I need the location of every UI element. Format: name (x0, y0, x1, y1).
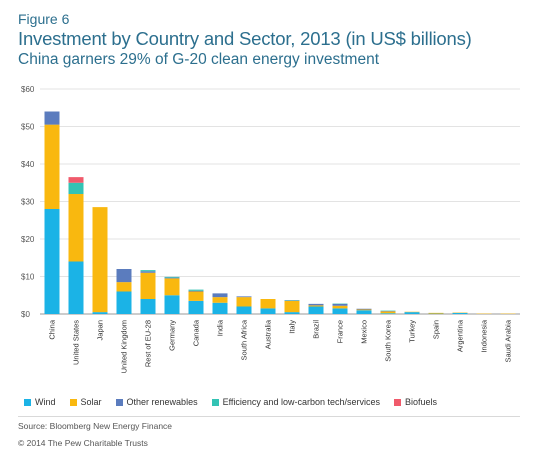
x-tick-label: India (216, 319, 225, 336)
x-tick-label: Japan (96, 320, 105, 340)
bar-segment-biofuels (68, 177, 84, 183)
legend-swatch (115, 398, 123, 406)
x-tick-label: Spain (432, 320, 441, 339)
bar-segment-other-renewables (44, 111, 60, 125)
legend-swatch (69, 398, 77, 406)
chart-title: Investment by Country and Sector, 2013 (… (18, 28, 472, 49)
bar-segment-other-renewables (332, 303, 348, 306)
bar-segment-solar (284, 300, 300, 313)
y-tick-label: $30 (21, 198, 35, 207)
bar-segment-wind (236, 306, 252, 314)
bar-segment-solar (380, 311, 396, 314)
y-tick-label: $0 (21, 310, 30, 319)
bar-segment-solar (44, 124, 60, 209)
x-tick-label: Germany (168, 320, 177, 351)
bar-segment-wind (44, 209, 60, 314)
legend-swatch (24, 398, 31, 406)
bar-segment-wind (140, 299, 156, 314)
y-tick-label: $50 (21, 123, 35, 132)
x-tick-label: Brazil (312, 320, 321, 339)
y-tick-label: $10 (21, 273, 35, 282)
bar-segment-solar (332, 305, 348, 309)
y-tick-label: $60 (21, 85, 35, 94)
bar-segment-solar (140, 272, 156, 299)
bar-segment-other-renewables (116, 269, 132, 283)
x-tick-label: United Kingdom (120, 320, 129, 373)
legend-item: Wind (24, 397, 56, 407)
bar-segment-solar (164, 278, 180, 296)
x-tick-label: United States (72, 320, 81, 365)
bar-segment-wind (380, 313, 396, 314)
bar-segment-wind (68, 261, 84, 314)
bar-segment-efficiency-and-low-carbon-tech-services (140, 270, 156, 272)
y-tick-label: $40 (21, 160, 35, 169)
bar-segment-solar (116, 282, 132, 292)
bar-segment-other-renewables (140, 271, 156, 273)
bar-segment-wind (452, 312, 468, 314)
legend-item: Efficiency and low-carbon tech/services (211, 397, 380, 407)
legend-label: Biofuels (405, 397, 438, 407)
bar-segment-solar (428, 312, 444, 314)
bar-segment-wind (332, 308, 348, 314)
x-tick-label: France (336, 320, 345, 343)
x-tick-label: Canada (192, 319, 201, 346)
chart-subtitle: China garners 29% of G-20 clean energy i… (18, 51, 380, 68)
legend-swatch (394, 398, 401, 406)
legend-label: Wind (35, 397, 56, 407)
bar-segment-solar (236, 297, 252, 307)
bar-segment-wind (260, 308, 276, 314)
x-tick-label: China (48, 319, 57, 339)
bar-segment-solar (68, 194, 84, 262)
legend-label: Efficiency and low-carbon tech/services (222, 397, 380, 407)
legend-label: Other renewables (126, 397, 198, 407)
bar-segment-wind (404, 312, 420, 314)
x-tick-label: Turkey (408, 320, 417, 343)
x-tick-label: Australia (264, 319, 273, 349)
bar-segment-other-renewables (236, 296, 252, 298)
bar-segment-wind (212, 302, 228, 314)
bar-segment-wind (92, 312, 108, 314)
bar-segment-solar (92, 207, 108, 313)
bar-segment-solar (308, 305, 324, 307)
bar-segment-other-renewables (164, 277, 180, 279)
divider (18, 416, 520, 417)
copyright-note: © 2014 The Pew Charitable Trusts (18, 438, 148, 448)
x-tick-label: Indonesia (480, 319, 489, 352)
bar-segment-wind (188, 300, 204, 314)
bar-segment-other-renewables (356, 308, 372, 310)
legend-swatch (211, 398, 219, 406)
bar-segment-wind (308, 306, 324, 314)
bar-segment-efficiency-and-low-carbon-tech-services (68, 182, 84, 194)
bar-segment-other-renewables (188, 290, 204, 292)
bar-segment-wind (164, 295, 180, 314)
bar-segment-wind (356, 310, 372, 314)
bar-segment-solar (260, 299, 276, 309)
legend-label: Solar (80, 397, 102, 407)
x-tick-label: Saudi Arabia (504, 319, 513, 362)
bar-segment-other-renewables (308, 303, 324, 306)
figure-label: Figure 6 (18, 11, 70, 27)
bar-segment-wind (284, 312, 300, 314)
stacked-bar-chart: $0 $10 $20 $30 $40 $50 $60 China United States Ja… (21, 85, 520, 373)
bar-segment-solar (212, 297, 228, 303)
chart-legend: Wind Solar Other renewables Efficiency and … (24, 397, 451, 407)
source-note: Source: Bloomberg New Energy Finance (18, 421, 173, 431)
x-tick-label: Argentina (456, 319, 465, 352)
x-tick-label: South Korea (384, 319, 393, 362)
bar-segment-other-renewables (212, 293, 228, 298)
legend-item: Other renewables (115, 397, 198, 407)
x-tick-label: Mexico (360, 320, 369, 344)
bar-segment-efficiency-and-low-carbon-tech-services (164, 276, 180, 278)
y-tick-label: $20 (21, 235, 35, 244)
legend-item: Biofuels (394, 397, 437, 407)
bar-segment-efficiency-and-low-carbon-tech-services (188, 289, 204, 291)
bar-segment-solar (356, 309, 372, 311)
x-tick-label: Italy (288, 320, 297, 334)
legend-item: Solar (69, 397, 102, 407)
bar-segment-solar (188, 291, 204, 301)
x-tick-label: South Africa (240, 319, 249, 360)
x-tick-label: Rest of EU-28 (144, 320, 153, 367)
bar-segment-wind (116, 291, 132, 314)
